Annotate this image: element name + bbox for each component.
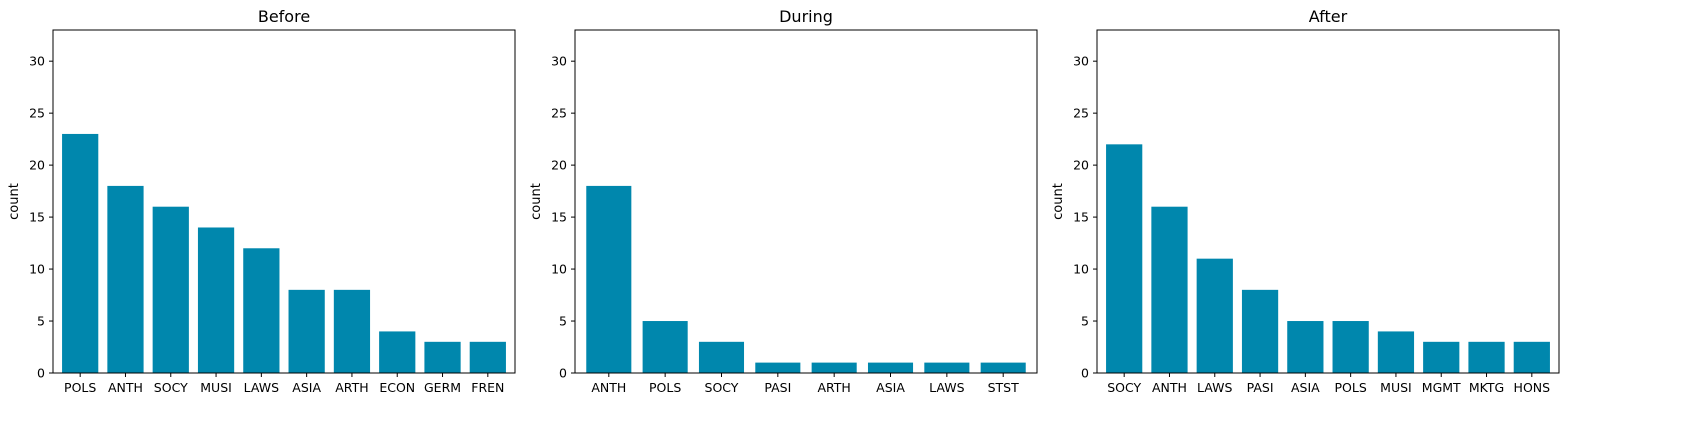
x-tick-label: STST (988, 380, 1020, 395)
x-tick-label: LAWS (929, 380, 964, 395)
chart-title: Before (258, 7, 310, 26)
plot-frame (52, 29, 516, 374)
bar-after-laws (1196, 258, 1233, 373)
bar-before-laws (243, 248, 280, 373)
bar-after-anth (1151, 206, 1188, 373)
x-tick-label: ASIA (1291, 380, 1320, 395)
x-tick-label: LAWS (1197, 380, 1232, 395)
x-tick-label: ECON (379, 380, 415, 395)
bar-after-socy (1106, 144, 1143, 373)
y-tick-label: 30 (29, 54, 45, 69)
y-tick-label: 15 (29, 210, 45, 225)
bar-before-anth (107, 185, 144, 373)
bar-after-pols (1332, 321, 1369, 373)
bar-before-fren (469, 341, 506, 373)
bar-before-asia (288, 289, 325, 373)
y-tick-label: 20 (29, 158, 45, 173)
bar-after-mgmt (1423, 341, 1460, 373)
x-tick-label: ANTH (591, 380, 626, 395)
bar-during-pols (642, 321, 688, 373)
bar-after-asia (1287, 321, 1324, 373)
y-tick-label: 25 (551, 106, 567, 121)
x-tick-label: HONS (1514, 380, 1551, 395)
y-axis-label: count (7, 183, 22, 220)
bar-during-asia (867, 362, 914, 373)
y-tick-label: 0 (1081, 366, 1089, 381)
x-tick-label: POLS (1335, 380, 1367, 395)
y-tick-label: 5 (1081, 314, 1089, 329)
x-tick-label: FREN (471, 380, 504, 395)
bar-during-arth (811, 362, 857, 373)
y-tick-label: 30 (1073, 54, 1089, 69)
y-tick-label: 10 (29, 262, 45, 277)
y-tick-label: 5 (559, 314, 567, 329)
y-tick-label: 15 (551, 210, 567, 225)
y-tick-label: 25 (1073, 106, 1089, 121)
bar-before-arth (333, 289, 371, 373)
y-tick-label: 0 (559, 366, 567, 381)
x-tick-label: ARTH (335, 380, 368, 395)
bar-during-laws (924, 362, 970, 373)
bar-after-pasi (1241, 289, 1279, 373)
bar-during-socy (698, 341, 745, 373)
bar-before-germ (424, 341, 461, 373)
x-tick-label: ARTH (817, 380, 850, 395)
chart-title: After (1309, 7, 1348, 26)
y-tick-label: 25 (29, 106, 45, 121)
x-tick-label: MUSI (1380, 380, 1412, 395)
y-tick-label: 20 (1073, 158, 1089, 173)
chart-title: During (779, 7, 833, 26)
plot-frame (574, 29, 1038, 374)
bar-before-socy (152, 206, 189, 373)
y-tick-label: 10 (551, 262, 567, 277)
x-tick-label: POLS (64, 380, 96, 395)
x-tick-label: PASI (1247, 380, 1274, 395)
bar-during-stst (980, 362, 1026, 373)
x-tick-label: SOCY (1107, 380, 1141, 395)
x-tick-label: POLS (649, 380, 681, 395)
x-tick-label: GERM (424, 380, 461, 395)
bar-before-musi (197, 227, 235, 373)
chart-panel-after: After count 0 5 10 15 20 25 30 SOCY ANTH LAWS PASI… (1051, 7, 1560, 395)
chart-panel-before: Before count 0 5 10 15 20 25 30 POLS ANTH SOCY MUS… (7, 7, 516, 395)
y-tick-label: 0 (37, 366, 45, 381)
plot-frame (1096, 29, 1560, 374)
x-tick-label: ANTH (108, 380, 143, 395)
bar-before-pols (62, 133, 99, 373)
x-tick-label: ASIA (292, 380, 321, 395)
y-axis-label: count (529, 183, 544, 220)
x-tick-label: MGMT (1422, 380, 1461, 395)
chart-panel-during: During count 0 5 10 15 20 25 30 ANTH POLS SOCY PAS… (529, 7, 1038, 395)
bar-during-pasi (755, 362, 801, 373)
x-tick-label: LAWS (244, 380, 279, 395)
x-tick-label: PASI (764, 380, 791, 395)
y-tick-label: 5 (37, 314, 45, 329)
y-tick-label: 15 (1073, 210, 1089, 225)
bar-before-econ (379, 331, 416, 373)
x-tick-label: ANTH (1152, 380, 1187, 395)
bar-after-hons (1513, 341, 1550, 373)
y-tick-label: 30 (551, 54, 567, 69)
x-tick-label: SOCY (705, 380, 739, 395)
bar-after-mktg (1468, 341, 1505, 373)
bar-after-musi (1377, 331, 1415, 373)
bar-during-anth (586, 185, 632, 373)
x-tick-label: SOCY (154, 380, 188, 395)
y-axis-label: count (1051, 183, 1066, 220)
x-tick-label: ASIA (876, 380, 905, 395)
x-tick-label: MKTG (1469, 380, 1504, 395)
y-tick-label: 10 (1073, 262, 1089, 277)
x-tick-label: MUSI (200, 380, 232, 395)
y-tick-label: 20 (551, 158, 567, 173)
